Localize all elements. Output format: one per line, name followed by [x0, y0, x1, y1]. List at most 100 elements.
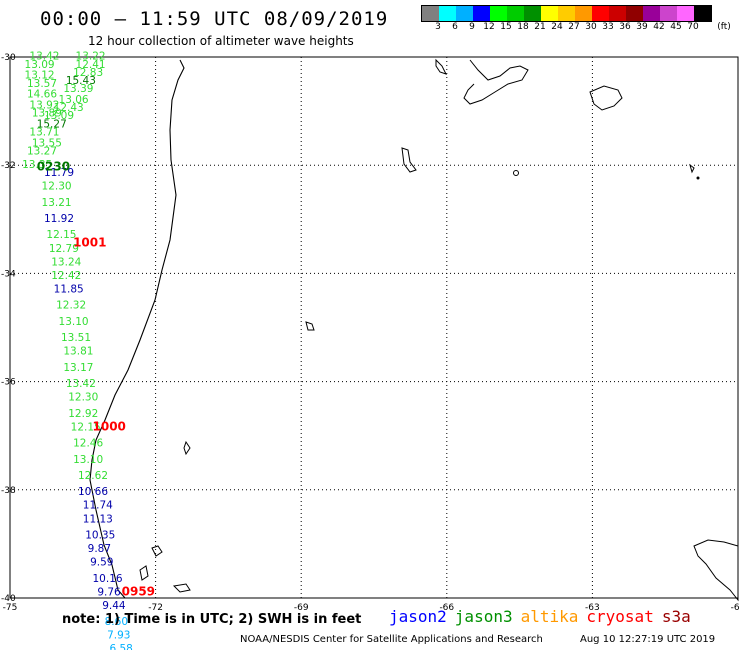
island-outline [151, 545, 163, 557]
color-swatch-14 [660, 6, 677, 21]
page-subtitle: 12 hour collection of altimeter wave hei… [88, 34, 354, 48]
swh-value: 11.79 [44, 167, 74, 179]
swh-value: 12.30 [68, 392, 98, 404]
longitude-tick-label: -72 [148, 603, 163, 613]
color-scale-label: 21 [534, 22, 546, 32]
color-swatch-8 [558, 6, 575, 21]
swh-value: 11.74 [83, 500, 113, 512]
island-outline [693, 539, 739, 602]
island-outline [435, 58, 447, 75]
swh-value: 12.62 [78, 470, 108, 482]
island-outline [589, 85, 623, 111]
swh-value: 13.09 [25, 59, 55, 71]
color-scale-label: 12 [483, 22, 495, 32]
swh-value: 9.44 [102, 600, 126, 612]
color-swatch-6 [524, 6, 541, 21]
island-outline [139, 565, 149, 581]
latitude-tick-label: -32 [1, 161, 16, 171]
swh-value: 13.81 [63, 346, 93, 358]
swh-value: 11.85 [54, 283, 84, 295]
swh-value: 12.41 [76, 59, 106, 71]
swh-value: 13.55 [32, 137, 62, 149]
swh-value: 13.27 [27, 145, 57, 157]
swh-value: 12.15 [46, 229, 76, 241]
swh-value: 13.06 [59, 94, 89, 106]
color-scale-label: 15 [500, 22, 512, 32]
longitude-tick-label: -63 [585, 603, 600, 613]
color-scale-unit: (ft) [717, 22, 731, 32]
color-swatch-1 [439, 6, 456, 21]
pass-time-label: 1001 [73, 235, 106, 249]
swh-value: 11.92 [44, 213, 74, 225]
island-outline [172, 583, 191, 593]
footnote: note: 1) Time is in UTC; 2) SWH is in fe… [62, 612, 362, 627]
swh-value: 12.83 [73, 67, 103, 79]
longitude-tick-label: -75 [3, 603, 18, 613]
island-outline [696, 176, 700, 180]
latitude-tick-label: -34 [1, 269, 16, 279]
swh-value: 13.89 [32, 108, 62, 120]
color-scale-label: 24 [551, 22, 563, 32]
pass-time-label: 1000 [93, 419, 126, 433]
color-swatch-12 [626, 6, 643, 21]
color-swatch-10 [592, 6, 609, 21]
swh-value: 13.42 [29, 51, 59, 63]
longitude-tick-label: -60 [731, 603, 740, 613]
swh-value: 12.30 [42, 181, 72, 193]
swh-value: 13.09 [44, 110, 74, 122]
color-swatch-15 [677, 6, 694, 21]
swh-value: 12.79 [49, 243, 79, 255]
longitude-tick-label: -69 [294, 603, 309, 613]
color-scale-label: 6 [452, 22, 458, 32]
swh-value: 13.35 [22, 159, 52, 171]
color-swatch-3 [473, 6, 490, 21]
swh-value: 6.58 [109, 643, 132, 650]
swh-value: 13.92 [29, 99, 59, 111]
legend-entry-jason3: jason3 [454, 607, 513, 626]
swh-value: 13.10 [73, 454, 103, 466]
credit-line: NOAA/NESDIS Center for Satellite Applica… [240, 634, 543, 645]
swh-value: 12.92 [68, 408, 98, 420]
island-outline [183, 440, 191, 456]
swh-value: 13.21 [42, 197, 72, 209]
color-swatch-11 [609, 6, 626, 21]
color-scale-label: 39 [636, 22, 648, 32]
color-scale-label: 70 [687, 22, 699, 32]
swh-value: 15.27 [37, 118, 67, 130]
color-scale-label: 33 [602, 22, 614, 32]
pass-time-label: 0230 [37, 160, 70, 174]
island-outline [689, 163, 695, 174]
swh-value: 7.93 [107, 630, 130, 642]
swh-value: 12.43 [54, 102, 84, 114]
color-scale-label: 36 [619, 22, 631, 32]
swh-value: 13.10 [59, 316, 89, 328]
swh-value: 12.42 [51, 270, 81, 282]
coastline [89, 59, 185, 599]
map-frame [9, 56, 739, 599]
island-outline [401, 147, 417, 173]
swh-value: 13.57 [27, 78, 57, 90]
color-scale-bar [421, 5, 712, 22]
swh-value: 13.17 [63, 362, 93, 374]
swh-value: 12.46 [73, 438, 103, 450]
swh-value: 10.16 [93, 573, 123, 585]
color-swatch-7 [541, 6, 558, 21]
swh-value: 12.32 [56, 300, 86, 312]
longitude-tick-label: -66 [439, 603, 454, 613]
swh-value: 13.24 [51, 256, 81, 268]
swh-value: 13.12 [25, 70, 55, 82]
latitude-tick-label: -38 [1, 486, 16, 496]
island-outline [463, 59, 529, 105]
color-swatch-9 [575, 6, 592, 21]
latitude-tick-label: -36 [1, 378, 16, 388]
swh-value: 10.35 [85, 529, 115, 541]
latitude-tick-label: -30 [1, 53, 16, 63]
color-scale-label: 3 [435, 22, 441, 32]
legend-entry-s3a: s3a [661, 607, 691, 626]
island-outline [513, 170, 519, 176]
island-outline [305, 321, 315, 331]
color-swatch-4 [490, 6, 507, 21]
legend-entry-cryosat: cryosat [586, 607, 654, 626]
swh-value: 15.43 [66, 75, 96, 87]
